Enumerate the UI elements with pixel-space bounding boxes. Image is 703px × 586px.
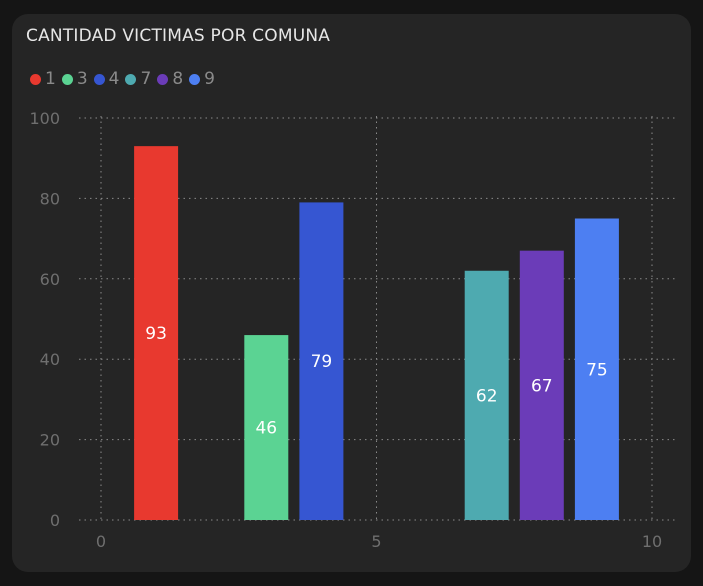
legend-label: 9 [204,69,215,89]
legend-dot-icon [189,73,201,85]
legend-dot-icon [157,73,169,85]
legend-label: 7 [140,69,152,89]
legend-dot-icon [125,73,137,85]
bar-value-label: 75 [586,360,608,380]
chart-title: CANTIDAD VICTIMAS POR COMUNA [26,26,331,46]
legend-label: 4 [108,69,120,89]
y-tick-label: 0 [50,511,60,530]
bar-comuna-3 [244,335,289,520]
bar-value-label: 67 [531,376,553,396]
x-tick-label: 0 [96,532,106,551]
bar-comuna-9 [574,218,619,520]
legend-dot-icon [93,73,105,85]
x-tick-label: 5 [371,532,381,551]
bar-comuna-7 [464,270,509,520]
bar-comuna-1 [134,146,179,520]
y-tick-label: 20 [40,431,60,450]
legend-item-8[interactable]: 8 [157,69,183,89]
y-tick-label: 80 [40,189,60,208]
bar-value-label: 93 [145,324,167,344]
legend-item-3[interactable]: 3 [61,69,88,89]
legend-dot-icon [30,73,41,85]
x-tick-label: 10 [642,532,662,551]
bar-comuna-8 [519,250,564,520]
legend-item-1[interactable]: 1 [30,69,56,89]
bar-value-label: 62 [476,386,498,406]
y-tick-label: 100 [29,109,60,128]
y-tick-label: 60 [40,270,60,289]
bar-value-label: 79 [311,352,333,372]
bar-value-label: 46 [255,419,277,439]
legend-label: 3 [76,69,88,89]
plot-area: 0 20 40 60 80 100 0 5 10 93 46 79 62 67 75 [29,109,678,551]
legend-dot-icon [61,73,73,85]
legend-item-7[interactable]: 7 [125,69,151,89]
y-tick-label: 40 [40,350,60,369]
legend-item-4[interactable]: 4 [93,69,120,89]
legend-label: 1 [45,69,56,89]
bar-comuna-4 [299,202,344,521]
legend-label: 8 [172,69,184,89]
legend-item-9[interactable]: 9 [189,69,215,89]
